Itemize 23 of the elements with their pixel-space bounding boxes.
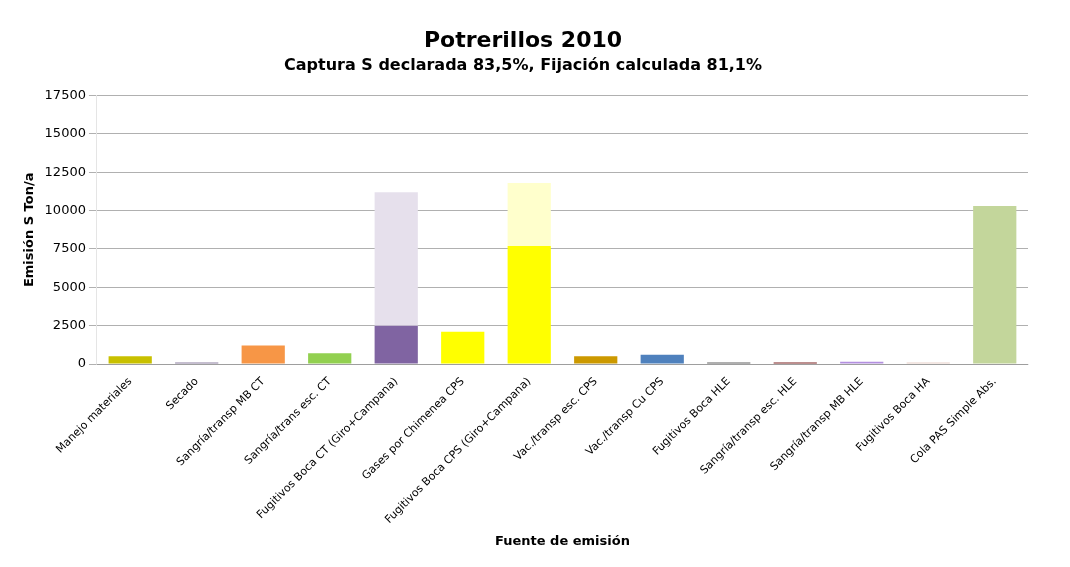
y-tick-label: 2500 (52, 317, 86, 333)
bar (374, 325, 418, 364)
y-tick-label: 15000 (44, 125, 86, 141)
y-tick-label: 17500 (44, 86, 86, 102)
bar (241, 345, 285, 364)
y-axis-title: Emisión S Ton/a (21, 172, 37, 288)
chart-title: Potrerillos 2010 (423, 26, 623, 52)
y-tick-label: 0 (77, 355, 86, 371)
bar (308, 353, 352, 364)
bar (374, 192, 418, 326)
bar (441, 331, 485, 364)
y-tick-label: 5000 (52, 278, 86, 294)
bar (574, 356, 618, 364)
bar (507, 183, 551, 246)
y-tick-label: 12500 (44, 163, 86, 179)
x-axis-title: Fuente de emisión (494, 532, 630, 548)
bar (973, 206, 1017, 364)
bar (108, 356, 152, 364)
y-tick-label: 7500 (52, 240, 86, 256)
y-tick-label: 10000 (44, 202, 86, 218)
chart-subtitle: Captura S declarada 83,5%, Fijación calculada 81,1% (284, 55, 762, 75)
bar (640, 354, 684, 364)
bar (507, 245, 551, 364)
